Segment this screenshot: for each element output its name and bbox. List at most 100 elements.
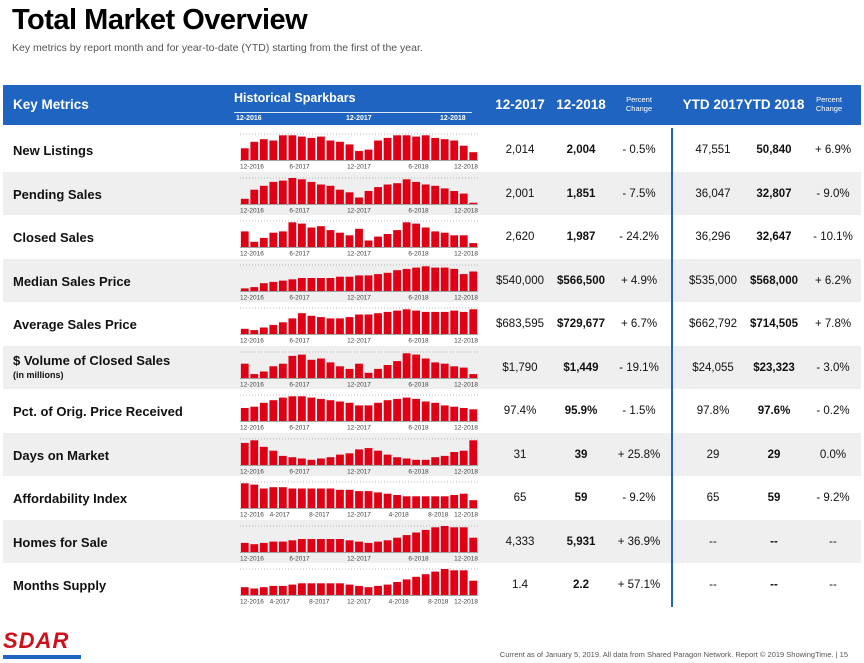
sparkbar [259, 542, 268, 552]
sparkbar [355, 274, 363, 291]
value-12-2017: 97.4% [503, 405, 537, 417]
sparkbar [307, 488, 316, 508]
sparkbar [278, 135, 287, 160]
sparkbar [307, 359, 316, 378]
sparkbar [450, 451, 459, 465]
sparkbar [240, 148, 249, 160]
sparkbar [402, 178, 411, 204]
metric-label-text: Affordability Index [13, 491, 128, 506]
header-tick-label: 12-2016 [236, 115, 262, 122]
sparkbar [431, 361, 440, 378]
value-ytd-2017: $24,055 [692, 361, 734, 374]
value-ytd-2018: 32,807 [756, 187, 792, 200]
metric-label-text: Average Sales Price [13, 317, 137, 332]
sparkbar [421, 135, 430, 160]
table-row: $ Volume of Closed Sales (in millions) 12-… [3, 345, 861, 389]
sparkbar [459, 311, 468, 334]
sparkbar [336, 401, 344, 421]
sparkbar [259, 402, 268, 421]
sparkbar [459, 408, 468, 421]
metric-label-text: Median Sales Price [13, 273, 131, 289]
sparkbar [469, 500, 478, 508]
sparkbar [259, 446, 268, 465]
value-12-2017: 2,001 [505, 187, 535, 200]
sparkbar [345, 584, 354, 595]
value-12-2018: 2.2 [573, 579, 589, 591]
sparkbar [431, 571, 440, 595]
sparkbar [421, 227, 430, 247]
value-ytd-2018: $714,505 [750, 318, 798, 330]
sparkbar [250, 543, 259, 552]
sparkbar [421, 265, 430, 291]
sparkbar [469, 537, 478, 552]
percent-change: - 7.5% [622, 187, 656, 200]
header-col-ytd-2018: YTD 2018 [743, 97, 805, 112]
sparkbar [393, 230, 401, 247]
sparkbar [459, 273, 468, 291]
percent-change: + 36.9% [617, 535, 661, 548]
logo-bar [3, 655, 81, 659]
sparkbar [469, 409, 478, 421]
sparkbar [402, 534, 411, 552]
sparkbar [345, 317, 354, 334]
sparkbar [469, 309, 478, 334]
sparkbar [297, 136, 306, 160]
sparkbar [250, 189, 259, 204]
sparkbar [336, 318, 344, 334]
sparkbar [421, 184, 430, 204]
metric-label-text: Closed Sales [13, 230, 94, 245]
sparkbar [355, 197, 363, 204]
logo-text: SDAR [3, 628, 70, 653]
value-ytd-2017: 29 [706, 448, 720, 461]
sparkbar-axis-label: 8-2018 [428, 599, 449, 606]
sparkbar [326, 230, 335, 247]
sparkbar [412, 576, 421, 595]
sparkbar [250, 141, 259, 160]
sparkbar [259, 237, 268, 247]
sparkbar [421, 574, 430, 595]
sparkbar [383, 584, 392, 595]
sparkbar [307, 137, 316, 160]
sparkbar [336, 232, 344, 247]
sparkbar [459, 493, 468, 508]
sparkbar [259, 371, 268, 378]
sparkbar [240, 442, 249, 465]
sparkbar [288, 135, 297, 160]
sparkbar [336, 538, 344, 552]
value-ytd-2017: $662,792 [689, 318, 737, 330]
table-row: Pct. of Orig. Price Received 12-2016 6-201… [3, 389, 861, 433]
sparkbar [355, 405, 363, 421]
sparkbar [393, 182, 401, 204]
sparkbar [421, 496, 430, 508]
sparkbar [440, 232, 449, 247]
sparkbar [326, 277, 335, 291]
sparkbar-axis-label: 6-2018 [408, 207, 429, 214]
sparkbar [469, 152, 478, 160]
sparkbar [345, 144, 354, 160]
header-col-ytd-2017: YTD 2017 [682, 97, 744, 112]
sparkbar [269, 365, 278, 378]
sparkbar [431, 456, 440, 465]
sparkbar [259, 327, 268, 334]
value-12-2018: 1,851 [566, 187, 596, 200]
sparkbar-axis-label: 8-2017 [309, 512, 330, 519]
sparkbar [440, 455, 449, 465]
sparkbar [459, 570, 468, 595]
sparkbar-axis-label: 6-2018 [408, 381, 429, 388]
sparkbar [355, 491, 363, 508]
sparkbar [269, 585, 278, 595]
percent-change: + 25.8% [617, 448, 661, 461]
sparkbar [431, 231, 440, 247]
table-row: Days on Market 12-2016 6-2017 12-2017 6-2018… [3, 432, 861, 476]
sparkbar-chart: 12-2016 6-2017 12-2017 6-2018 12-2018 [240, 133, 478, 171]
sparkbar-axis-label: 12-2017 [347, 294, 371, 301]
value-12-2017: 2,620 [505, 231, 535, 243]
value-ytd-2017: 65 [706, 492, 720, 504]
value-ytd-2018: 50,840 [756, 144, 792, 156]
sparkbar-axis-label: 6-2018 [408, 164, 429, 171]
percent-change: + 4.9% [620, 274, 658, 287]
sparkbar [355, 363, 363, 378]
sparkbar [326, 318, 335, 334]
value-ytd-2018: -- [770, 535, 778, 548]
sparkbar [288, 396, 297, 421]
